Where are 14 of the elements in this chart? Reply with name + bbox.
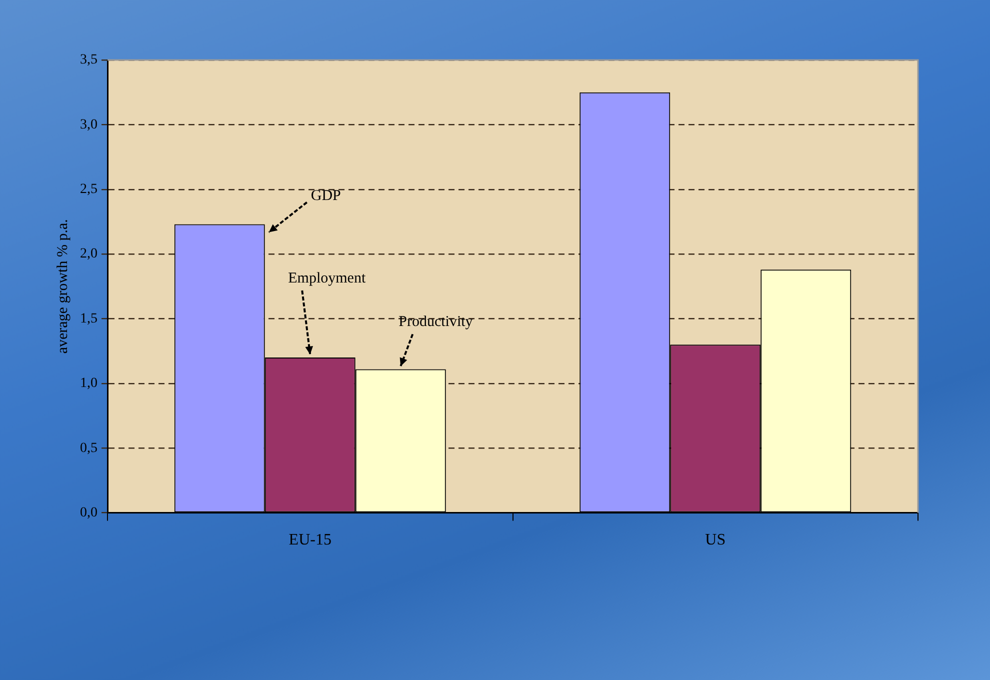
text: GDP bbox=[310, 188, 341, 204]
y-tick-label: 2,0 bbox=[80, 246, 98, 262]
y-tick-label: 0,0 bbox=[80, 505, 98, 520]
y-tick-label: 1,0 bbox=[80, 376, 98, 392]
y-tick-label: 3,5 bbox=[80, 52, 98, 68]
y-tick-label: 2,5 bbox=[80, 182, 98, 198]
y-axis-title: average growth % p.a. bbox=[54, 219, 71, 354]
text: Employment bbox=[288, 270, 366, 286]
x-tick-label: EU-15 bbox=[288, 532, 332, 549]
y-tick-label: 1,5 bbox=[80, 311, 98, 326]
y-tick-label: 3,0 bbox=[80, 117, 98, 132]
x-tick-label: US bbox=[705, 532, 726, 549]
y-tick-label: 0,5 bbox=[80, 440, 98, 456]
text: Productivity bbox=[398, 314, 474, 330]
